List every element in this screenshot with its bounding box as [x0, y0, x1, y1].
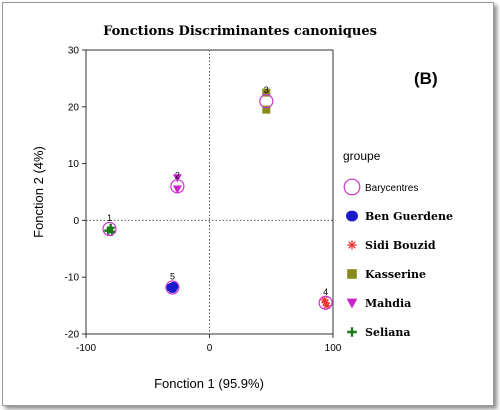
legend-title: groupe: [343, 149, 381, 163]
legend-marker-kasserine: [347, 269, 357, 279]
legend-entry-label: Kasserine: [365, 268, 426, 281]
legend-marker-sidi-bouzid: [347, 240, 357, 250]
barycentre-label: 5: [170, 271, 175, 281]
data-points: [102, 88, 333, 310]
legend-marker-mahdia: [346, 298, 358, 309]
x-axis-label: Fonction 1 (95.9%): [154, 376, 264, 391]
sidi-bouzid-point: [322, 301, 331, 310]
barycentre-label: 4: [323, 287, 328, 297]
y-tick-label: 10: [68, 159, 80, 170]
legend: Barycentres Ben Guerdene Sidi Bouzid Kasser…: [343, 178, 453, 339]
scatter-chart: Fonctions Discriminantes canoniques -100…: [31, 24, 453, 391]
barycentres-point: [318, 295, 333, 310]
y-tick-label: 0: [73, 216, 79, 227]
legend-entry-label: Barycentres: [365, 183, 418, 194]
legend-marker-barycentres: [343, 178, 361, 196]
legend-marker-ben-guerdene: [346, 210, 358, 222]
y-axis-ticks: -20 -10 0 10 20 30: [65, 46, 86, 341]
y-tick-label: -20: [65, 330, 80, 341]
x-axis-ticks: -100 0 100: [76, 334, 342, 354]
reference-lines: [86, 50, 333, 334]
barycentres-point: [259, 94, 274, 109]
y-axis-label: Fonction 2 (4%): [31, 146, 46, 238]
legend-entry-label: Seliana: [365, 326, 411, 339]
x-tick-label: -100: [76, 343, 96, 354]
y-tick-label: 30: [68, 46, 80, 57]
panel-label: (B): [414, 69, 438, 88]
chart-frame: Fonctions Discriminantes canoniques -100…: [2, 2, 494, 406]
chart-title: Fonctions Discriminantes canoniques: [103, 24, 377, 39]
sidi-bouzid-point: [320, 295, 329, 304]
barycentres-point: [102, 221, 117, 237]
seliana-point: [106, 223, 115, 232]
x-tick-label: 0: [207, 343, 213, 354]
x-tick-label: 100: [325, 343, 342, 354]
kasserine-point: [262, 105, 271, 114]
barycentre-label: 3: [264, 85, 269, 95]
point-labels: 1 5 3 2 4: [107, 85, 328, 297]
legend-entry-label: Mahdia: [365, 297, 411, 310]
y-tick-label: 20: [68, 102, 80, 113]
barycentres-point: [165, 280, 180, 295]
y-tick-label: -10: [65, 273, 80, 284]
legend-entry-label: Ben Guerdene: [365, 210, 453, 223]
legend-marker-seliana: [347, 327, 357, 337]
mahdia-point: [172, 185, 182, 194]
barycentre-label: 2: [175, 170, 180, 180]
sidi-bouzid-point: [321, 298, 330, 307]
kasserine-point: [262, 88, 271, 97]
barycentres-point: [170, 179, 185, 194]
barycentre-label: 1: [107, 213, 112, 223]
legend-entry-label: Sidi Bouzid: [365, 239, 436, 252]
ben-guerdene-point: [167, 284, 178, 294]
mahdia-point: [172, 174, 182, 183]
